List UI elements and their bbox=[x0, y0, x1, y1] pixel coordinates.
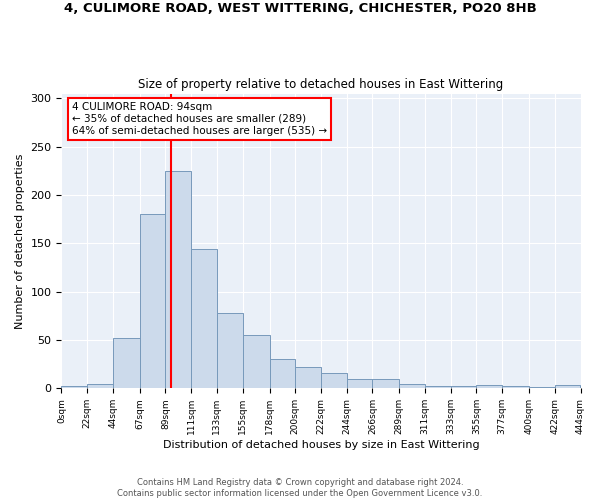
Bar bbox=[295, 367, 321, 388]
Text: 4, CULIMORE ROAD, WEST WITTERING, CHICHESTER, PO20 8HB: 4, CULIMORE ROAD, WEST WITTERING, CHICHE… bbox=[64, 2, 536, 16]
Bar bbox=[113, 338, 140, 388]
Text: Contains HM Land Registry data © Crown copyright and database right 2024.
Contai: Contains HM Land Registry data © Crown c… bbox=[118, 478, 482, 498]
Bar bbox=[373, 378, 399, 388]
Y-axis label: Number of detached properties: Number of detached properties bbox=[15, 154, 25, 328]
Bar bbox=[347, 378, 373, 388]
Bar bbox=[451, 386, 476, 388]
Title: Size of property relative to detached houses in East Wittering: Size of property relative to detached ho… bbox=[139, 78, 503, 91]
Bar bbox=[269, 360, 295, 388]
Bar bbox=[140, 214, 166, 388]
Bar bbox=[87, 384, 113, 388]
Bar bbox=[425, 386, 451, 388]
Bar bbox=[502, 386, 529, 388]
Bar bbox=[166, 171, 191, 388]
Text: 4 CULIMORE ROAD: 94sqm
← 35% of detached houses are smaller (289)
64% of semi-de: 4 CULIMORE ROAD: 94sqm ← 35% of detached… bbox=[72, 102, 327, 136]
Bar bbox=[555, 386, 580, 388]
Bar bbox=[61, 386, 87, 388]
Bar bbox=[242, 335, 269, 388]
Bar bbox=[321, 373, 347, 388]
Bar bbox=[191, 249, 217, 388]
Bar bbox=[476, 386, 502, 388]
Bar bbox=[399, 384, 425, 388]
X-axis label: Distribution of detached houses by size in East Wittering: Distribution of detached houses by size … bbox=[163, 440, 479, 450]
Bar bbox=[217, 313, 242, 388]
